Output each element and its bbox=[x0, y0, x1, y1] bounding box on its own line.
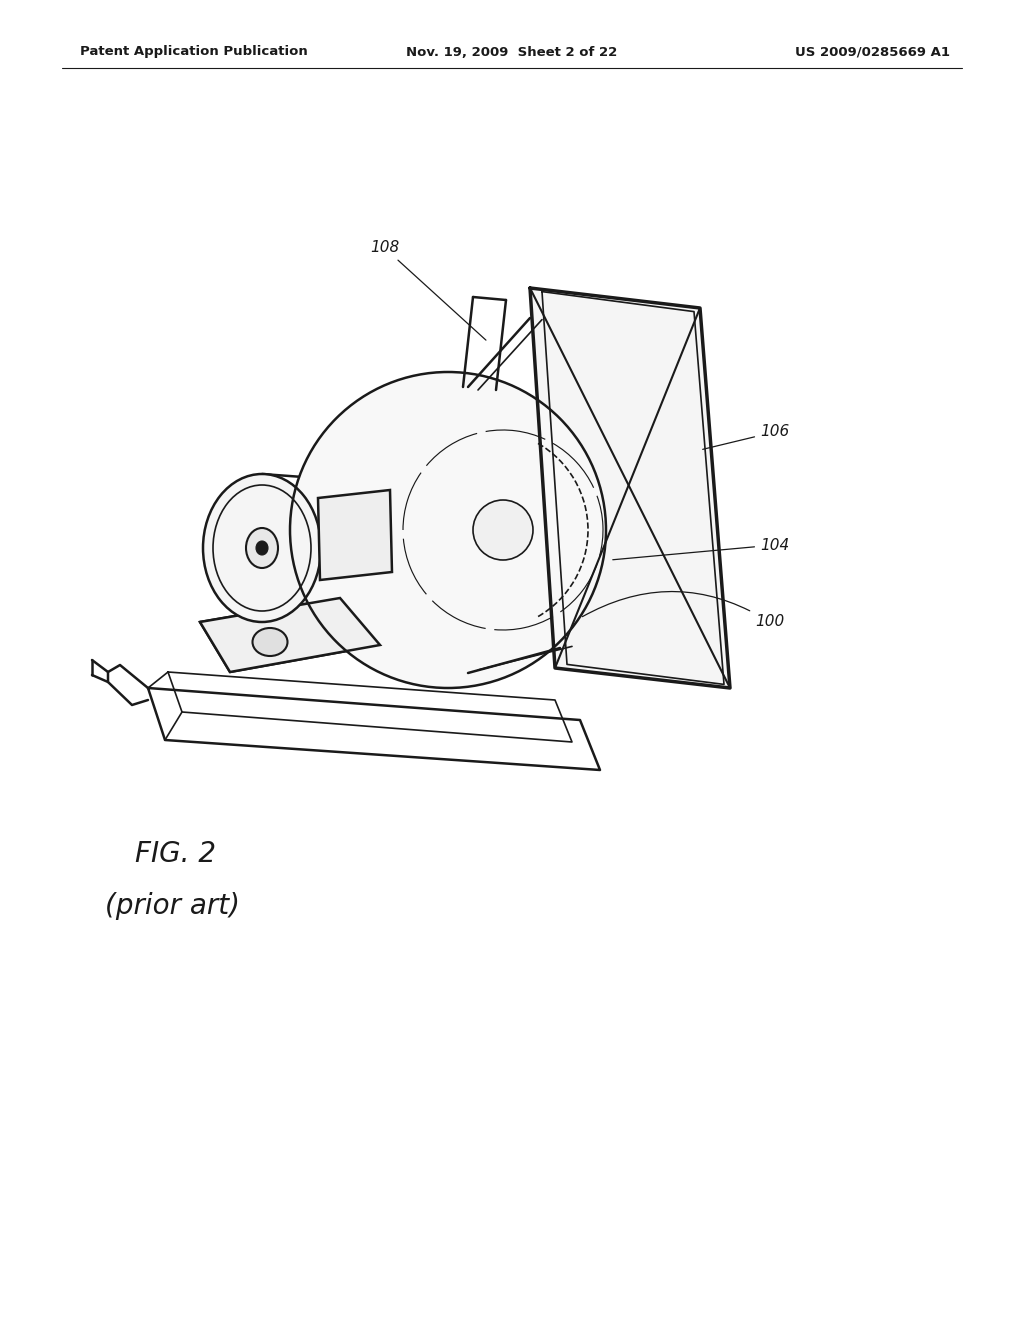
Ellipse shape bbox=[253, 628, 288, 656]
Text: US 2009/0285669 A1: US 2009/0285669 A1 bbox=[795, 45, 950, 58]
Ellipse shape bbox=[256, 541, 268, 554]
Text: 104: 104 bbox=[612, 537, 790, 560]
Ellipse shape bbox=[290, 372, 606, 688]
Text: 106: 106 bbox=[702, 425, 790, 449]
Ellipse shape bbox=[246, 528, 278, 568]
Text: FIG. 2: FIG. 2 bbox=[135, 840, 216, 869]
Ellipse shape bbox=[203, 474, 321, 622]
Text: (prior art): (prior art) bbox=[105, 892, 240, 920]
Text: Patent Application Publication: Patent Application Publication bbox=[80, 45, 308, 58]
Text: Nov. 19, 2009  Sheet 2 of 22: Nov. 19, 2009 Sheet 2 of 22 bbox=[407, 45, 617, 58]
Text: 100: 100 bbox=[583, 591, 784, 630]
Polygon shape bbox=[200, 598, 380, 672]
Text: 108: 108 bbox=[370, 240, 486, 341]
Polygon shape bbox=[530, 288, 730, 688]
Ellipse shape bbox=[473, 500, 534, 560]
Polygon shape bbox=[318, 490, 392, 579]
